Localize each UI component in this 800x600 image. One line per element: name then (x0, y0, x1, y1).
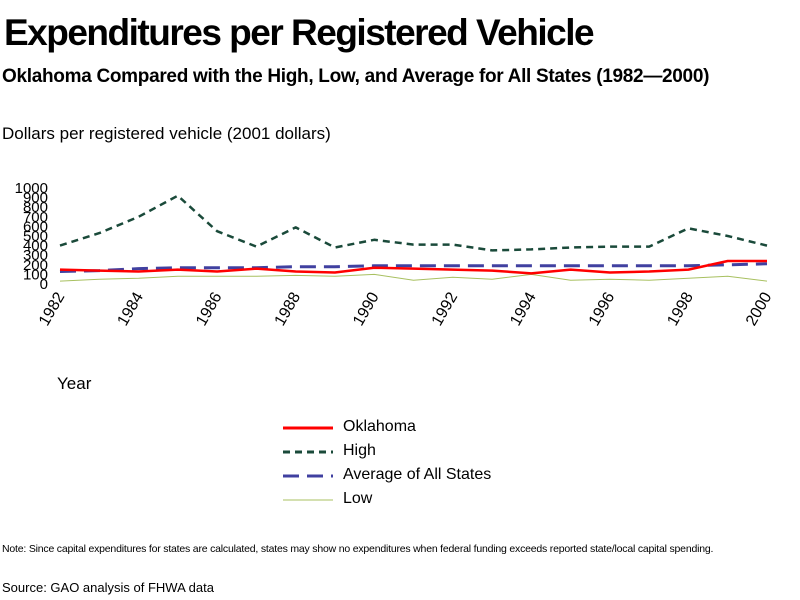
y-tick-label: 900 (23, 190, 48, 207)
legend-label-high: High (343, 442, 376, 459)
y-axis-label: Dollars per registered vehicle (2001 dol… (2, 124, 331, 143)
legend-swatch-high (283, 450, 333, 454)
chart-title: Expenditures per Registered Vehicle (4, 12, 595, 53)
legend-item-high: High (283, 442, 543, 466)
x-tick-label: 1988 (272, 289, 305, 328)
y-tick-label: 300 (23, 247, 48, 264)
legend-swatch-oklahoma (283, 426, 333, 430)
legend-swatch-low (283, 499, 333, 501)
chart-legend: Oklahoma High Average of All States Low (283, 418, 543, 514)
x-tick-label: 2000 (743, 289, 776, 328)
series-line-average (59, 262, 768, 273)
y-tick-label: 700 (23, 209, 48, 226)
chart-note: Note: Since capital expenditures for sta… (2, 543, 714, 555)
y-tick-label: 1000 (15, 180, 48, 197)
x-tick-label: 1986 (193, 289, 226, 328)
chart-subtitle: Oklahoma Compared with the High, Low, an… (2, 66, 710, 87)
x-tick-label: 1984 (115, 289, 148, 328)
legend-label-average: Average of All States (343, 466, 492, 483)
x-tick-label: 1998 (664, 289, 697, 328)
y-tick-label: 400 (23, 238, 48, 255)
legend-label-low: Low (343, 490, 373, 507)
x-tick-label: 1996 (586, 289, 619, 328)
series-line-oklahoma (59, 259, 767, 275)
x-axis-label: Year (57, 374, 92, 393)
series-line-low (59, 273, 768, 282)
chart-source: Source: GAO analysis of FHWA data (2, 580, 214, 595)
x-tick-label: 1992 (429, 289, 462, 328)
legend-swatch-average (283, 474, 333, 478)
y-tick-label: 500 (23, 228, 48, 245)
x-tick-label: 1994 (507, 289, 540, 328)
y-tick-label: 200 (23, 257, 48, 274)
series-line-high (59, 194, 768, 252)
x-tick-label: 1982 (36, 289, 69, 328)
y-tick-label: 800 (23, 199, 48, 216)
legend-item-oklahoma: Oklahoma (283, 418, 543, 442)
y-tick-label: 600 (23, 218, 48, 235)
y-tick-label: 100 (23, 266, 48, 283)
y-tick-label: 0 (40, 276, 48, 293)
x-tick-label: 1990 (350, 289, 383, 328)
legend-item-low: Low (283, 490, 543, 514)
legend-label-oklahoma: Oklahoma (343, 418, 416, 435)
legend-item-average: Average of All States (283, 466, 543, 490)
